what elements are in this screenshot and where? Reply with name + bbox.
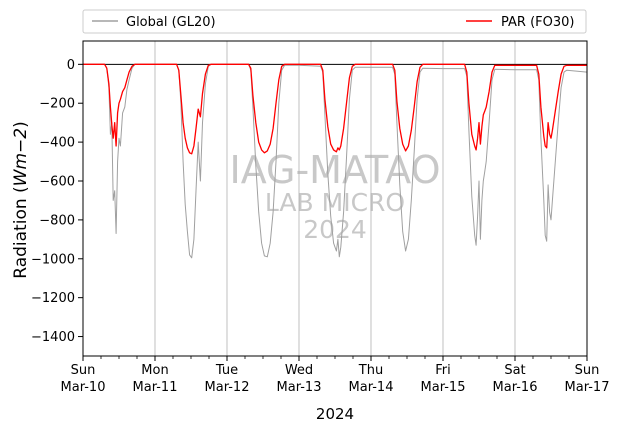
x-tick-label-weekday: Sun bbox=[575, 363, 600, 378]
watermark-line-3: 2024 bbox=[303, 215, 367, 244]
x-tick-label-weekday: Sun bbox=[71, 363, 96, 378]
x-grid bbox=[154, 41, 516, 356]
x-tick-label-date: Mar-16 bbox=[493, 380, 538, 395]
x-tick-label-weekday: Mon bbox=[141, 363, 168, 378]
x-tick-label-weekday: Sat bbox=[504, 363, 525, 378]
x-axis-label: 2024 bbox=[316, 405, 354, 423]
x-tick-label-date: Mar-11 bbox=[133, 380, 178, 395]
legend-label-par: PAR (FO30) bbox=[501, 15, 574, 30]
y-tick-label: −600 bbox=[39, 175, 75, 190]
legend: Global (GL20) PAR (FO30) bbox=[82, 9, 587, 34]
legend-box bbox=[82, 9, 587, 34]
x-tick-label-weekday: Wed bbox=[285, 363, 313, 378]
legend-label-global: Global (GL20) bbox=[126, 15, 216, 30]
x-tick-label-date: Mar-13 bbox=[277, 380, 322, 395]
watermark-line-2: LAB MICRO bbox=[265, 188, 405, 217]
y-tick-label: −1200 bbox=[31, 291, 75, 306]
series-par-line bbox=[83, 63, 587, 155]
watermark: IAG-MATAO LAB MICRO 2024 bbox=[229, 148, 440, 244]
x-tick-label-weekday: Fri bbox=[435, 363, 451, 378]
x-tick-label-date: Mar-10 bbox=[61, 380, 106, 395]
y-tick-label: −200 bbox=[39, 97, 75, 112]
x-tick-label-weekday: Tue bbox=[215, 363, 238, 378]
y-tick-label: 0 bbox=[67, 58, 75, 73]
x-tick-label-date: Mar-17 bbox=[565, 380, 610, 395]
y-tick-label: −800 bbox=[39, 213, 75, 228]
y-tick-label: −1400 bbox=[31, 330, 75, 345]
x-axis: Sun Mar-10 Mon Mar-11 Tue Mar-12 Wed Mar-13 Thu M… bbox=[61, 356, 610, 395]
x-tick-label-date: Mar-14 bbox=[349, 380, 394, 395]
y-tick-label: −400 bbox=[39, 136, 75, 151]
x-tick-label-date: Mar-15 bbox=[421, 380, 466, 395]
x-tick-label-date: Mar-12 bbox=[205, 380, 250, 395]
series-layer bbox=[83, 63, 588, 259]
watermark-line-1: IAG-MATAO bbox=[229, 148, 440, 192]
y-tick-label: −1000 bbox=[31, 252, 75, 267]
y-axis: 0 −200 −400 −600 −800 −1000 −1200 −1400 bbox=[31, 58, 83, 345]
x-tick-label-weekday: Thu bbox=[358, 363, 383, 378]
y-axis-label: Radiation (Wm−2) bbox=[11, 121, 31, 278]
